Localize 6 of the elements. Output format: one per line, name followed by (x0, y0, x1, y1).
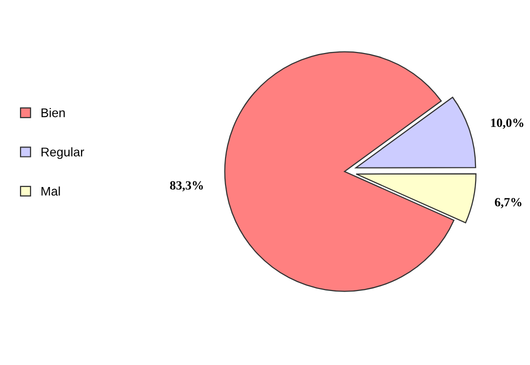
data-label: 83,3% (170, 181, 203, 192)
data-label: 6,7% (494, 198, 522, 208)
legend-label: Bien (42, 108, 65, 118)
data-label: 10,0% (491, 118, 524, 129)
legend-label: Regular (42, 147, 84, 159)
legend-label: Mal (42, 186, 60, 196)
